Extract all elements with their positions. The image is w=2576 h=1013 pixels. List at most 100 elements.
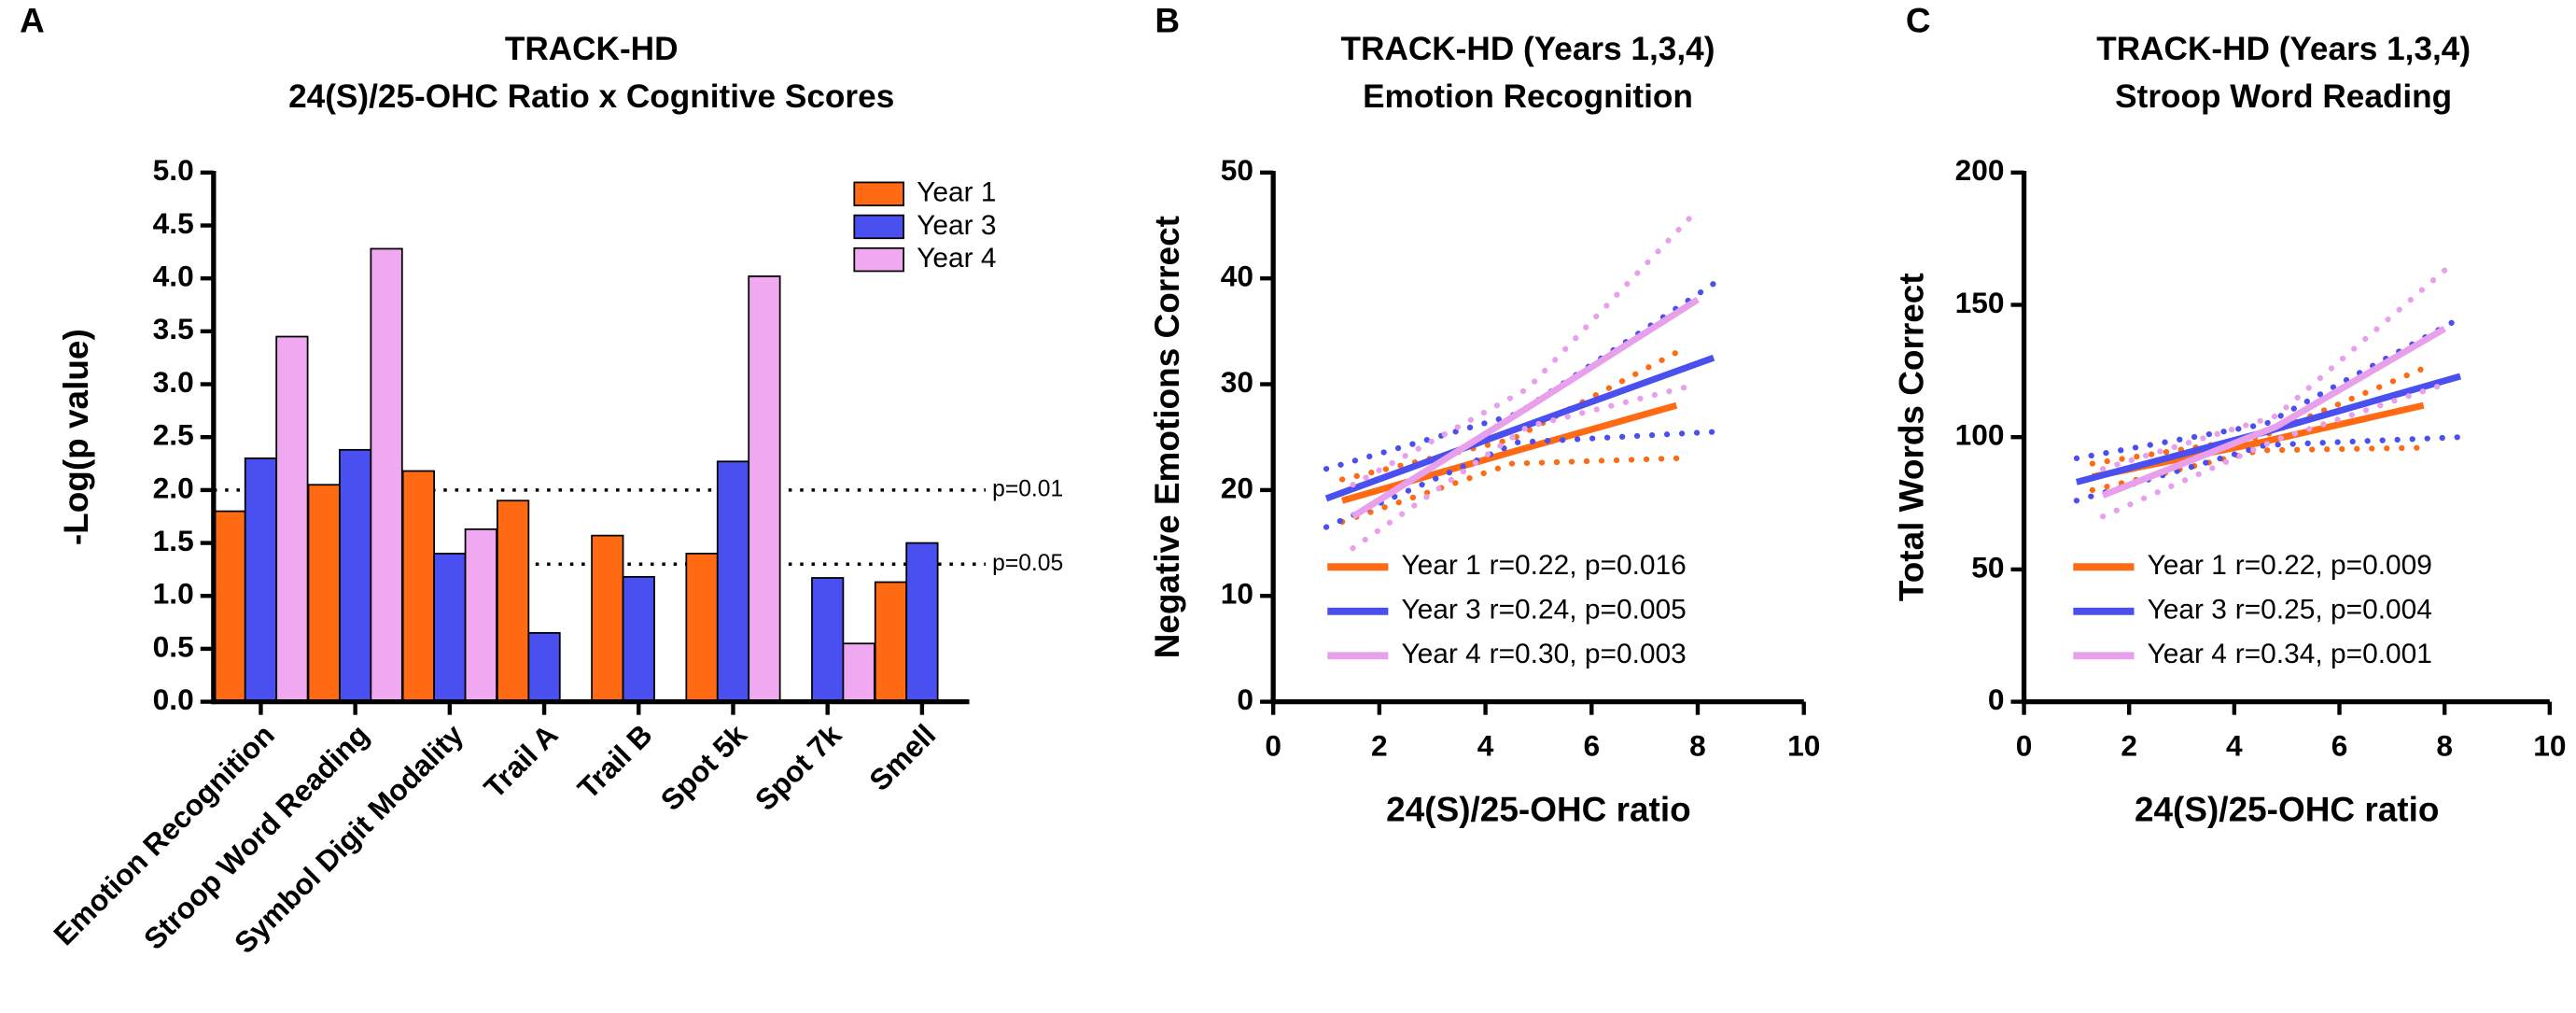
regression-line (2101, 325, 2446, 499)
legend-stats: r=0.22, p=0.009 (2235, 550, 2432, 581)
x-tick-label: Smell (862, 718, 942, 797)
x-axis-label: 24(S)/25-OHC ratio (2135, 790, 2440, 828)
regression-line (1324, 354, 1715, 502)
y-tick-label: 40 (1221, 260, 1253, 293)
x-tick-label: 2 (2121, 728, 2137, 762)
figure-body: A TRACK-HD 24(S)/25-OHC Ratio x Cognitive … (20, 1, 2566, 960)
y-tick-label: 30 (1221, 365, 1253, 399)
y-tick-label: 50 (1221, 153, 1253, 187)
panel-label: A (20, 1, 45, 39)
confidence-band (2099, 381, 2448, 520)
x-axis-label: 24(S)/25-OHC ratio (1386, 790, 1690, 828)
y-tick-label: 10 (1221, 577, 1253, 611)
y-tick-label: 2.5 (153, 418, 194, 452)
x-tick-label: 6 (1583, 728, 1600, 762)
chart-title: TRACK-HD (Years 1,3,4) (1341, 31, 1715, 67)
y-tick-label: 20 (1221, 471, 1253, 504)
bar (307, 484, 341, 703)
bar (905, 542, 939, 703)
chart-title: TRACK-HD (Years 1,3,4) (2096, 31, 2471, 67)
bar (811, 577, 845, 703)
legend-stats: r=0.30, p=0.003 (1490, 639, 1687, 669)
legend-label: Year 1 (2148, 550, 2227, 581)
x-tick-label: 8 (2436, 728, 2453, 762)
y-tick-label: 5.0 (153, 153, 194, 187)
bar (433, 553, 467, 703)
chart-title: TRACK-HD (505, 31, 679, 67)
bar (401, 470, 436, 703)
bar (842, 642, 875, 703)
y-tick-label: 0 (1237, 682, 1253, 716)
legend-label: Year 4 (2148, 639, 2227, 669)
legend-label: Year 1 (1401, 550, 1480, 581)
x-tick-label: 10 (2533, 728, 2566, 762)
panel-label: C (1906, 1, 1931, 39)
y-tick-label: 3.0 (153, 365, 194, 399)
y-tick-label: 100 (1955, 418, 2005, 452)
regression-line (1351, 296, 1700, 520)
confidence-band (1350, 206, 1701, 488)
bar (685, 553, 719, 703)
y-axis-label: -Log(p value) (57, 329, 95, 545)
x-tick-label: Spot 5k (654, 717, 754, 817)
legend-stats: r=0.34, p=0.001 (2235, 639, 2432, 669)
y-tick-label: 0 (1988, 682, 2005, 716)
legend-stats: r=0.22, p=0.016 (1490, 550, 1687, 581)
bar (464, 528, 497, 703)
reference-label: p=0.01 (992, 476, 1063, 501)
legend-stats: r=0.25, p=0.004 (2235, 595, 2432, 626)
confidence-band (1338, 455, 1680, 525)
panel-label: B (1155, 1, 1180, 39)
x-tick-label: Spot 7k (749, 717, 848, 817)
y-tick-label: 200 (1955, 153, 2005, 187)
x-tick-label: 8 (1689, 728, 1706, 762)
x-tick-label: 4 (2226, 728, 2243, 762)
x-tick-label: Trail B (571, 718, 659, 806)
legend-swatch (853, 246, 904, 273)
chart-title: Stroop Word Reading (2115, 78, 2452, 115)
bar (213, 510, 246, 703)
legend-label: Year 1 (917, 177, 996, 208)
chart-title: 24(S)/25-OHC Ratio x Cognitive Scores (288, 78, 894, 115)
bar (275, 335, 309, 703)
bar (497, 499, 530, 703)
legend-label: Year 3 (1401, 595, 1480, 626)
confidence-band (1350, 381, 1701, 552)
confidence-band (1338, 349, 1680, 483)
bar (370, 247, 403, 703)
x-tick-label: 0 (1265, 728, 1281, 762)
bar (244, 457, 278, 703)
y-tick-label: 150 (1955, 286, 2005, 319)
y-tick-label: 3.5 (153, 312, 194, 345)
y-tick-label: 1.5 (153, 524, 194, 557)
y-tick-label: 0.5 (153, 629, 194, 663)
y-tick-label: 4.0 (153, 260, 194, 293)
chart-title: Emotion Recognition (1363, 78, 1693, 115)
bar (622, 575, 655, 703)
x-tick-label: 2 (1371, 728, 1388, 762)
bar (874, 581, 908, 703)
bar (748, 275, 781, 703)
y-tick-label: 1.0 (153, 577, 194, 611)
x-tick-label: 4 (1477, 728, 1494, 762)
bar (591, 534, 624, 703)
legend-swatch (853, 214, 904, 240)
bar (527, 632, 561, 703)
y-tick-label: 2.0 (153, 471, 194, 504)
x-tick-label: 6 (2331, 728, 2348, 762)
confidence-band (1323, 429, 1717, 530)
confidence-band (2073, 315, 2464, 461)
legend-label: Year 3 (2148, 595, 2227, 626)
y-tick-label: 4.5 (153, 206, 194, 240)
bar (716, 460, 750, 703)
legend-swatch (853, 181, 904, 206)
x-tick-label: 0 (2016, 728, 2033, 762)
x-tick-label: 10 (1787, 728, 1820, 762)
y-tick-label: 0.0 (153, 682, 194, 716)
reference-label: p=0.05 (992, 551, 1063, 576)
y-axis-label: Negative Emotions Correct (1148, 216, 1186, 658)
confidence-band (2099, 267, 2448, 472)
legend-label: Year 4 (1401, 639, 1480, 669)
y-tick-label: 50 (1971, 550, 2004, 584)
y-axis-label: Total Words Correct (1892, 273, 1930, 601)
